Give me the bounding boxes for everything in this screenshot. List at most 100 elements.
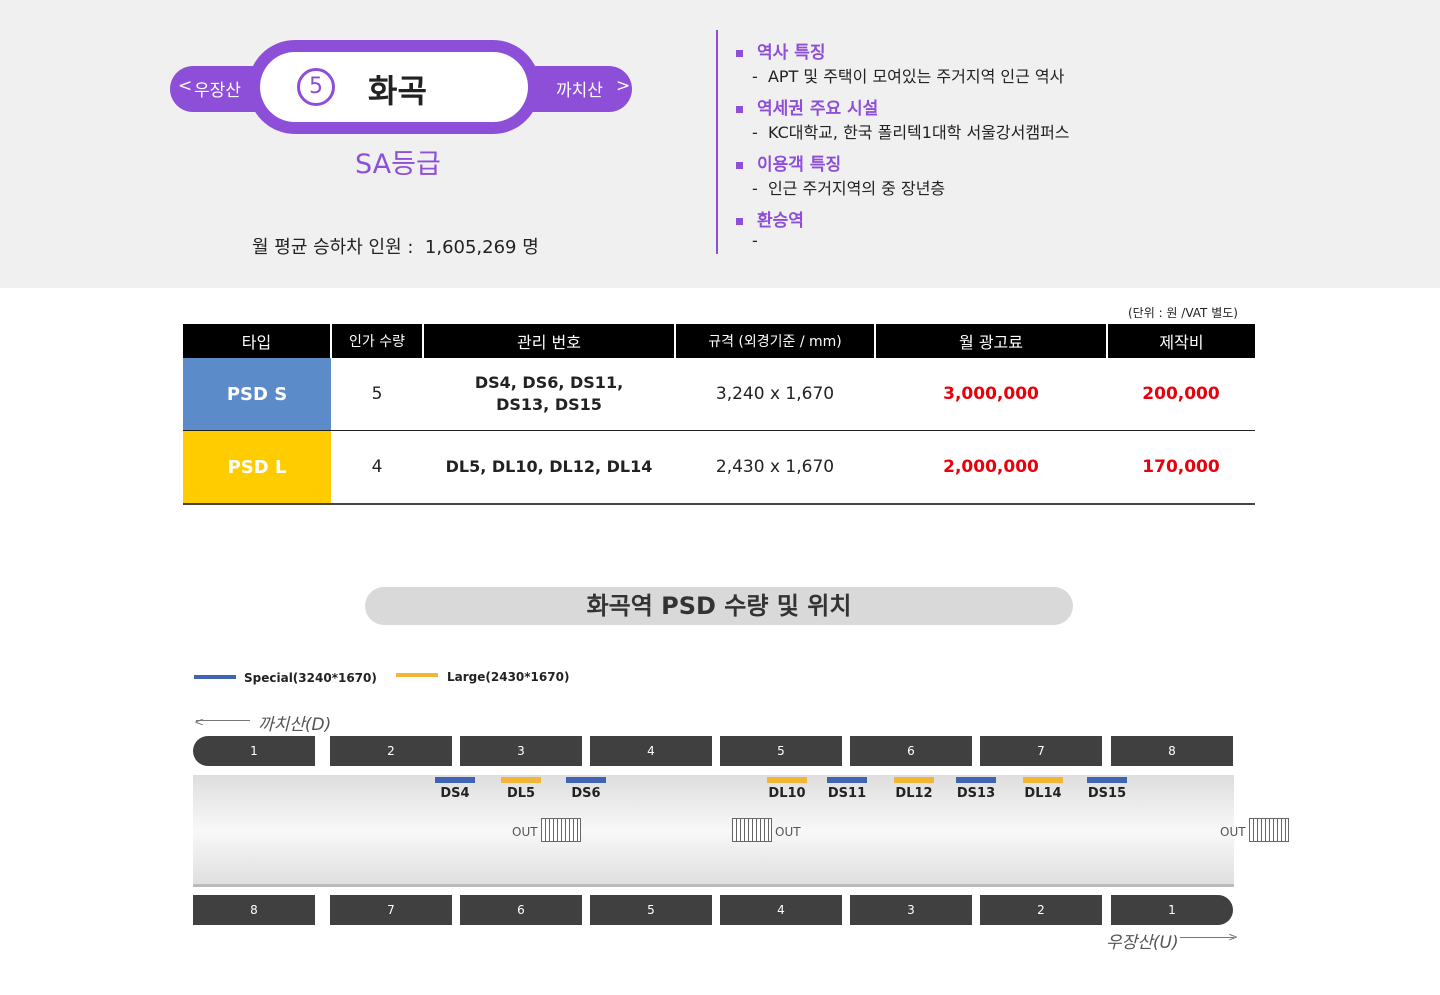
train-car: 1 (193, 736, 315, 766)
ids-cell: DS4, DS6, DS11, DS13, DS15 (423, 358, 675, 431)
exit-label: OUT (775, 825, 801, 839)
train-car: 3 (460, 736, 582, 766)
info-heading: 이용객 특징 (757, 155, 842, 175)
info-heading: 환승역 (757, 211, 804, 231)
psd-label: DL12 (895, 786, 933, 801)
train-car: 7 (330, 895, 452, 925)
psd-label: DS15 (1087, 786, 1127, 801)
table-row: PSD L 4 DL5, DL10, DL12, DL14 2,430 x 1,… (183, 430, 1255, 505)
info-detail: 인근 주거지역의 중 장년층 (767, 179, 946, 198)
prev-station-arrow: < (178, 76, 193, 96)
info-block-1: 역사 특징 - APT 및 주택이 모여있는 주거지역 인근 역사 (736, 38, 1064, 87)
ridership: 월 평균 승하차 인원 : 1,605,269 명 (252, 233, 539, 259)
qty-cell: 5 (331, 358, 423, 431)
col-header: 관리 번호 (422, 324, 675, 358)
train-car: 1 (1111, 895, 1233, 925)
psd-marker (1023, 777, 1063, 783)
ridership-label: 월 평균 승하차 인원 : (252, 237, 414, 258)
next-station-label: 까치산 (556, 81, 603, 101)
col-header: 제작비 (1106, 324, 1255, 358)
production-cell: 170,000 (1107, 430, 1255, 505)
train-car: 3 (850, 895, 972, 925)
info-detail: APT 및 주택이 모여있는 주거지역 인근 역사 (767, 67, 1065, 86)
train-car: 2 (330, 736, 452, 766)
psd-label: DL5 (506, 786, 536, 801)
legend-swatch-special (194, 675, 236, 679)
station-grade: SA등급 (355, 149, 441, 180)
info-block-2: 역세권 주요 시설 - KC대학교, 한국 폴리텍1대학 서울강서캠퍼스 (736, 94, 1070, 143)
train-car: 2 (980, 895, 1102, 925)
station-header-panel (0, 0, 1440, 288)
train-car: 4 (720, 895, 842, 925)
col-header: 인가 수량 (330, 324, 423, 358)
train-car: 6 (460, 895, 582, 925)
exit-label: OUT (512, 825, 538, 839)
ids-line: DS13, DS15 (496, 395, 602, 414)
legend-swatch-large (396, 673, 438, 677)
fee-cell: 3,000,000 (875, 358, 1107, 431)
qty-cell: 4 (331, 430, 423, 505)
ridership-value: 1,605,269 명 (424, 237, 539, 258)
bullet-icon (736, 217, 743, 225)
type-cell: PSD S (183, 358, 331, 431)
info-block-4: 환승역 - (736, 206, 804, 250)
stairs-icon (732, 818, 772, 842)
train-car: 8 (193, 895, 315, 925)
section-title: 화곡역 PSD 수량 및 위치 (365, 587, 1073, 625)
psd-marker (501, 777, 541, 783)
col-header: 타입 (183, 324, 331, 358)
train-car: 5 (720, 736, 842, 766)
psd-label: DS13 (956, 786, 996, 801)
train-car: 6 (850, 736, 972, 766)
info-block-3: 이용객 특징 - 인근 주거지역의 중 장년층 (736, 150, 945, 199)
size-cell: 3,240 x 1,670 (675, 358, 875, 431)
next-station-arrow: > (616, 76, 631, 96)
platform-edge (193, 884, 1234, 887)
legend-label-large: Large(2430*1670) (447, 670, 570, 684)
table-header-row: 타입 인가 수량 관리 번호 규격 (외경기준 / mm) 월 광고료 제작비 (183, 324, 1255, 358)
direction-down: 까치산(D) (258, 715, 332, 735)
divider (716, 30, 718, 254)
psd-label: DS11 (827, 786, 867, 801)
size-cell: 2,430 x 1,670 (675, 430, 875, 505)
prev-station-label: 우장산 (194, 81, 241, 101)
direction-up: 우장산(U) (1106, 933, 1179, 953)
psd-label: DL10 (768, 786, 806, 801)
bullet-icon (736, 161, 743, 169)
unit-note: (단위 : 원 /VAT 별도) (1128, 306, 1238, 320)
col-header: 규격 (외경기준 / mm) (674, 324, 875, 358)
psd-marker (566, 777, 606, 783)
psd-marker (767, 777, 807, 783)
arrow-right-head-icon: > (1228, 930, 1239, 944)
table-row: PSD S 5 DS4, DS6, DS11, DS13, DS15 3,240 … (183, 358, 1255, 431)
train-car: 5 (590, 895, 712, 925)
psd-marker (894, 777, 934, 783)
col-header: 월 광고료 (874, 324, 1107, 358)
bullet-icon (736, 105, 743, 113)
info-detail: KC대학교, 한국 폴리텍1대학 서울강서캠퍼스 (767, 123, 1070, 142)
psd-label: DS6 (571, 786, 601, 801)
station-name: 화곡 (368, 72, 427, 110)
fee-cell: 2,000,000 (875, 430, 1107, 505)
psd-marker (435, 777, 475, 783)
type-cell: PSD L (183, 430, 331, 505)
legend-label-special: Special(3240*1670) (244, 671, 377, 685)
stairs-icon (1249, 818, 1289, 842)
platform (193, 775, 1234, 887)
pricing-table: 타입 인가 수량 관리 번호 규격 (외경기준 / mm) 월 광고료 제작비 … (183, 324, 1255, 505)
ids-cell: DL5, DL10, DL12, DL14 (423, 430, 675, 505)
train-car: 7 (980, 736, 1102, 766)
train-car: 4 (590, 736, 712, 766)
bullet-icon (736, 49, 743, 57)
arrow-left-head-icon: < (194, 715, 205, 729)
psd-marker (1087, 777, 1127, 783)
psd-label: DL14 (1024, 786, 1062, 801)
arrow-left-icon (196, 720, 250, 721)
ids-line: DS4, DS6, DS11, (474, 373, 624, 392)
arrow-right-icon (1180, 937, 1234, 938)
exit-label: OUT (1220, 825, 1246, 839)
production-cell: 200,000 (1107, 358, 1255, 431)
train-car: 8 (1111, 736, 1233, 766)
stairs-icon (541, 818, 581, 842)
psd-marker (956, 777, 996, 783)
